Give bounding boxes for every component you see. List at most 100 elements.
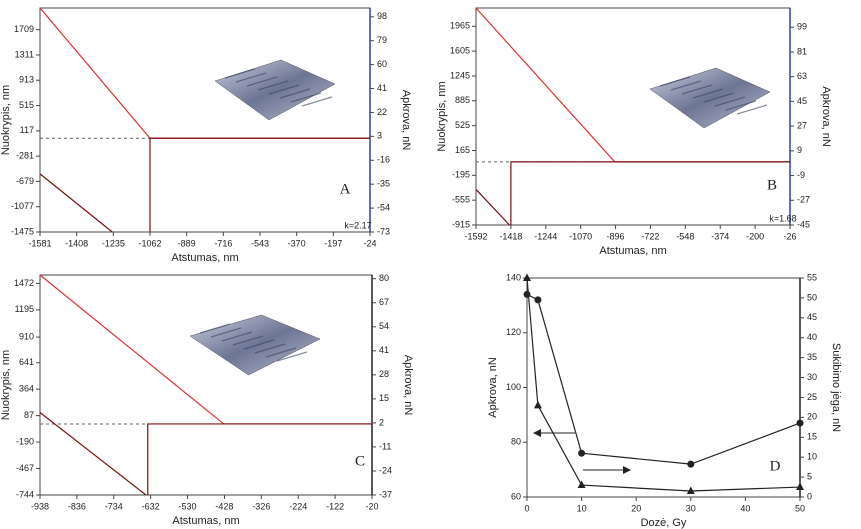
y-tick-label: -467	[16, 463, 34, 473]
y2-tick-label: 79	[377, 35, 387, 45]
x-tick-label: -836	[68, 501, 86, 511]
y2-tick-label: 55	[807, 272, 817, 282]
annotation: k=2.17	[344, 220, 371, 230]
x-tick-label: -24	[363, 238, 376, 248]
y-tick-label: 60	[511, 491, 521, 501]
y-tick-label: 1965	[450, 21, 470, 31]
x-tick-label: -543	[251, 238, 269, 248]
y2-tick-label: 27	[797, 120, 807, 130]
y-tick-label: 364	[19, 384, 34, 394]
y2-tick-label: 15	[379, 393, 389, 403]
y-tick-label: 641	[19, 357, 34, 367]
y-tick-label: 1195	[15, 304, 34, 314]
y-tick-label: -1475	[11, 226, 34, 236]
x-tick-label: -734	[105, 501, 123, 511]
y2-tick-label: 63	[797, 71, 807, 81]
y-tick-label: 1709	[14, 24, 34, 34]
y2-tick-label: -54	[377, 202, 390, 212]
annotation: B	[767, 177, 777, 193]
x-tick-label: -1592	[464, 231, 487, 241]
x-tick-label: -374	[711, 231, 729, 241]
y2-tick-label: 9	[797, 145, 802, 155]
series-line	[40, 138, 370, 232]
marker	[523, 274, 531, 282]
plot-frame	[40, 275, 372, 495]
figure: -1581-1408-1235-1062-889-716-543-370-197…	[0, 0, 861, 529]
series-line	[40, 275, 372, 424]
y2-tick-label: -11	[379, 441, 391, 451]
y2-tick-label: 25	[807, 392, 817, 402]
y-tick-label: 165	[455, 145, 470, 155]
y-tick-label: 1311	[15, 49, 34, 59]
y-tick-label: 100	[506, 382, 521, 392]
y-tick-label: -915	[452, 219, 470, 229]
marker	[578, 481, 586, 489]
y2-tick-label: 45	[807, 312, 817, 322]
x-tick-label: 20	[631, 503, 641, 513]
plot-frame	[40, 8, 370, 232]
marker	[534, 296, 541, 303]
y2-tick-label: 54	[379, 321, 389, 331]
x-axis-title: Dozė, Gy	[641, 517, 687, 529]
x-tick-label: -1418	[499, 231, 522, 241]
y2-tick-label: 28	[379, 369, 389, 379]
afm-inset	[190, 315, 320, 375]
x-tick-label: 50	[795, 503, 805, 513]
series-line	[40, 8, 370, 138]
x-tick-label: -722	[641, 231, 659, 241]
y2-axis-title: Apkrova, nN	[820, 86, 832, 147]
y2-tick-label: 5	[807, 471, 812, 481]
x-tick-label: -1062	[138, 238, 161, 248]
y2-tick-label: 45	[797, 96, 807, 106]
y-tick-label: -195	[452, 170, 470, 180]
x-tick-label: -224	[289, 501, 307, 511]
y2-tick-label: 30	[807, 372, 817, 382]
y-axis-title: Nuokrypis, nm	[436, 81, 448, 151]
x-tick-label: -197	[324, 238, 342, 248]
series-line	[527, 294, 800, 464]
x-tick-label: -20	[365, 501, 378, 511]
marker	[687, 461, 694, 468]
y-tick-label: -679	[16, 176, 34, 186]
x-axis-title: Atstumas, nm	[171, 252, 238, 264]
x-tick-label: -716	[214, 238, 232, 248]
y2-axis-title: Apkrova, nN	[400, 90, 412, 151]
annotation: C	[355, 453, 365, 469]
y2-tick-label: 60	[377, 59, 387, 69]
y2-tick-label: 3	[377, 131, 382, 141]
x-tick-label: 40	[740, 503, 750, 513]
x-tick-label: -370	[288, 238, 306, 248]
y-tick-label: -190	[16, 436, 34, 446]
y-tick-label: -744	[16, 489, 34, 499]
annotation: k=1.68	[769, 213, 796, 223]
y2-tick-label: -45	[797, 219, 810, 229]
marker	[534, 401, 542, 409]
afm-inset	[215, 60, 335, 120]
y2-tick-label: 41	[377, 83, 387, 93]
x-tick-label: -428	[215, 501, 233, 511]
series-line	[476, 162, 790, 225]
x-tick-label: -632	[142, 501, 160, 511]
annotation: A	[340, 181, 351, 197]
x-tick-label: 10	[577, 503, 587, 513]
y2-tick-label: -16	[377, 155, 390, 165]
y-tick-label: 515	[19, 100, 34, 110]
y-tick-label: 117	[20, 125, 34, 135]
y-axis-title: Apkrova, nN	[487, 357, 499, 418]
y-tick-label: -1077	[11, 201, 34, 211]
y2-tick-label: 10	[807, 452, 817, 462]
y-tick-label: 913	[19, 75, 34, 85]
x-tick-label: -530	[179, 501, 197, 511]
series-line	[40, 413, 372, 496]
x-tick-label: -200	[746, 231, 764, 241]
y-tick-label: -555	[452, 195, 470, 205]
marker	[578, 450, 585, 457]
marker	[796, 483, 804, 491]
y-axis-title: Nuokrypis, nm	[0, 350, 12, 420]
x-tick-label: -26	[783, 231, 796, 241]
marker	[797, 420, 804, 427]
y2-tick-label: 81	[797, 46, 807, 56]
x-tick-label: -122	[326, 501, 344, 511]
x-tick-label: -889	[178, 238, 196, 248]
y2-tick-label: -9	[797, 170, 805, 180]
